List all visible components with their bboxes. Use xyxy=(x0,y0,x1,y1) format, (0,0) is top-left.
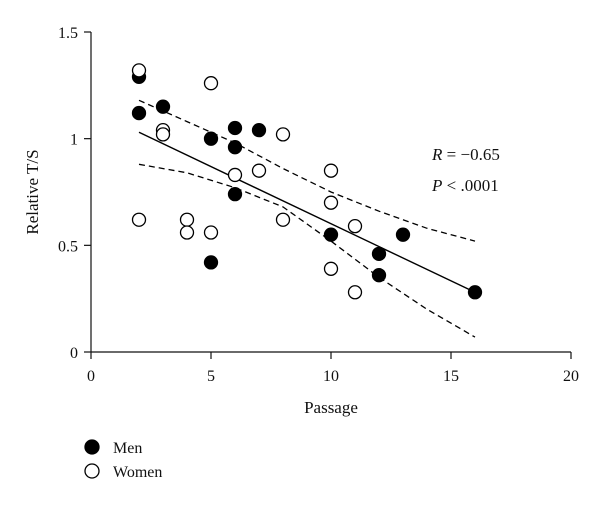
women-data-point xyxy=(203,225,219,240)
p-value-annotation: P < .0001 xyxy=(431,176,499,195)
y-axis-title: Relative T/S xyxy=(23,149,42,234)
y-tick-label: 0 xyxy=(70,345,78,362)
women-data-point xyxy=(131,63,147,78)
r-symbol: R xyxy=(431,145,443,164)
ci-upper-line xyxy=(138,99,476,242)
men-data-point xyxy=(155,99,171,114)
women-data-point xyxy=(323,261,339,276)
p-symbol: P xyxy=(431,176,442,195)
ci-lower-line xyxy=(138,163,476,338)
men-data-point xyxy=(227,186,243,202)
women-data-point xyxy=(179,212,195,227)
legend-men-marker xyxy=(84,439,100,455)
women-data-point xyxy=(131,212,147,227)
y-tick-label: 0.5 xyxy=(58,238,78,255)
data-points xyxy=(131,63,483,300)
x-tick-label: 20 xyxy=(563,368,579,385)
women-data-point xyxy=(275,212,291,227)
confidence-bands xyxy=(138,99,476,338)
women-data-point xyxy=(227,167,243,183)
legend: Men Women xyxy=(84,439,162,481)
women-data-point xyxy=(275,127,291,142)
x-axis-title: Passage xyxy=(304,398,358,417)
men-data-point xyxy=(371,246,387,262)
ticks: 0 5 10 15 20 0 0.5 1 1.5 xyxy=(58,25,579,385)
women-data-point xyxy=(347,285,363,300)
women-data-point xyxy=(203,76,219,91)
men-data-point xyxy=(227,140,243,155)
r-value-annotation: R = −0.65 xyxy=(431,145,500,164)
regression-line xyxy=(138,131,476,293)
y-tick-label: 1.5 xyxy=(58,25,78,42)
y-tick-label: 1 xyxy=(70,132,78,149)
women-data-point xyxy=(251,163,267,178)
men-data-point xyxy=(251,122,267,138)
women-data-point xyxy=(323,195,339,210)
men-data-point xyxy=(131,105,147,121)
legend-women-label: Women xyxy=(113,464,162,481)
men-data-point xyxy=(203,255,219,270)
p-value-text: < .0001 xyxy=(442,176,498,195)
men-data-point xyxy=(227,120,243,136)
legend-men-label: Men xyxy=(113,440,142,457)
legend-women-marker xyxy=(84,463,100,479)
r-value-text: = −0.65 xyxy=(442,145,499,164)
men-data-point xyxy=(203,131,219,146)
x-tick-label: 10 xyxy=(323,368,339,385)
x-tick-label: 0 xyxy=(87,368,95,385)
women-data-point xyxy=(347,218,363,234)
women-data-point xyxy=(179,225,195,240)
men-data-point xyxy=(371,268,387,283)
x-tick-label: 15 xyxy=(443,368,459,385)
women-data-point xyxy=(155,127,171,142)
x-tick-label: 5 xyxy=(207,368,215,385)
women-data-point xyxy=(323,163,339,178)
men-data-point xyxy=(467,285,483,300)
men-data-point xyxy=(323,227,339,242)
men-data-point xyxy=(395,227,411,242)
